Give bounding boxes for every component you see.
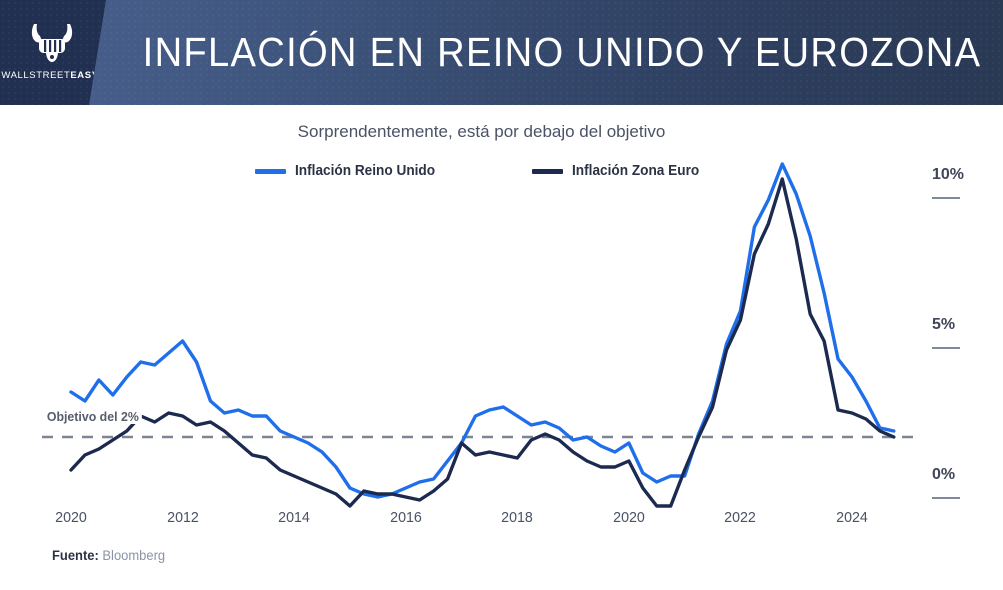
logo-panel: WALLSTREETEASY bbox=[0, 0, 106, 105]
logo-prefix: WALLSTREET bbox=[1, 70, 71, 81]
source-note: Fuente: Bloomberg bbox=[52, 548, 165, 563]
source-value: Bloomberg bbox=[102, 548, 166, 563]
source-label: Fuente: bbox=[52, 548, 99, 563]
x-axis-label: 2016 bbox=[389, 509, 422, 526]
logo-suffix: EASY bbox=[70, 70, 99, 81]
x-axis-label: 2018 bbox=[501, 509, 534, 526]
y-axis-label: 0% bbox=[932, 466, 956, 483]
y-axis-tick bbox=[932, 497, 960, 499]
legend-label-eurozone: Inflación Zona Euro bbox=[572, 163, 700, 179]
legend-swatch-uk bbox=[255, 168, 287, 174]
legend-swatch-eurozone bbox=[532, 168, 564, 174]
page-header: WALLSTREETEASY INFLACIÓN EN REINO UNIDO … bbox=[0, 0, 1003, 105]
y-axis-label: 10% bbox=[932, 166, 965, 183]
y-axis-tick bbox=[932, 197, 960, 199]
legend-item-eurozone[interactable]: Inflación Zona Euro bbox=[532, 163, 707, 179]
x-axis-label: 2022 bbox=[724, 509, 757, 526]
logo-wordmark: WALLSTREETEASY bbox=[0, 70, 100, 81]
x-axis-label: 2012 bbox=[166, 509, 199, 526]
target-annotation-label: Objetivo del 2% bbox=[44, 409, 142, 424]
y-axis-label: 5% bbox=[932, 316, 956, 333]
x-axis-label: 2020 bbox=[55, 509, 87, 526]
series-line-eurozone bbox=[69, 177, 896, 508]
legend-label-uk: Inflación Reino Unido bbox=[295, 163, 436, 179]
legend-item-uk[interactable]: Inflación Reino Unido bbox=[255, 163, 444, 179]
page-title: INFLACIÓN EN REINO UNIDO Y EUROZONA bbox=[142, 29, 982, 75]
chart-subtitle: Sorprendentemente, está por debajo del o… bbox=[297, 122, 666, 141]
bull-head-icon bbox=[31, 24, 73, 62]
y-axis-tick bbox=[932, 347, 960, 349]
series-line-uk bbox=[69, 162, 896, 499]
x-axis-label: 2020 bbox=[612, 509, 645, 526]
header-dot-texture bbox=[0, 0, 1003, 105]
chart-legend: Inflación Reino Unido Inflación Zona Eur… bbox=[0, 163, 963, 179]
header-gradient bbox=[0, 0, 1003, 105]
x-axis-label: 2024 bbox=[836, 509, 868, 526]
x-axis-label: 2014 bbox=[278, 509, 310, 526]
